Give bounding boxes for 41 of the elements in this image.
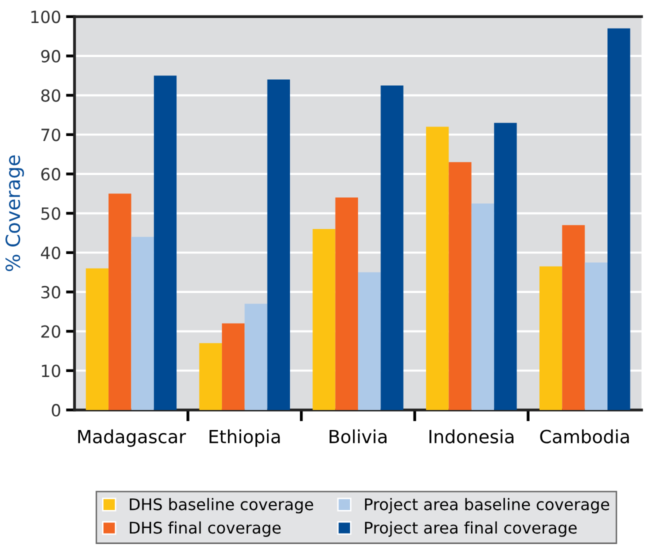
y-tick-label: 90 [41,50,60,63]
x-tick-label: Indonesia [430,429,514,444]
bar [448,162,472,410]
x-tick-label: Bolivia [330,429,386,444]
y-tick-label: 10 [42,364,60,378]
y-axis-title: % Coverage [5,155,24,272]
x-tick-label: Ethiopia [210,429,280,447]
bar [471,203,494,410]
bar [244,304,268,410]
bar [108,194,132,410]
bar [584,262,608,410]
x-tick-label: Madagascar [78,429,186,447]
y-tick-label: 100 [31,10,60,24]
bar [312,229,336,410]
bar [199,343,222,410]
bar [539,266,562,410]
bar [426,126,449,410]
y-tick-label: 80 [41,89,60,102]
legend-label: DHS final coverage [130,521,281,537]
y-tick-label: 20 [41,325,60,338]
y-tick-label: 60 [41,168,60,181]
bar [154,76,177,410]
bar [222,323,245,410]
bar [494,122,517,410]
legend-label: Project area baseline coverage [365,498,610,514]
y-tick-label: 70 [41,128,60,142]
bar [267,80,290,410]
bar [86,268,109,410]
y-tick-label: 40 [40,246,60,260]
y-tick-label: 0 [52,404,60,417]
legend-label: DHS baseline coverage [130,498,314,514]
bar [380,85,404,410]
bar [608,28,630,410]
bar [358,272,381,410]
bar [562,225,585,410]
y-tick-label: 30 [41,286,60,299]
bar [131,236,154,410]
legend-label: Project area final coverage [365,521,577,537]
bar [335,198,358,410]
y-tick-label: 50 [41,207,60,220]
x-tick-label: Cambodia [540,429,629,444]
